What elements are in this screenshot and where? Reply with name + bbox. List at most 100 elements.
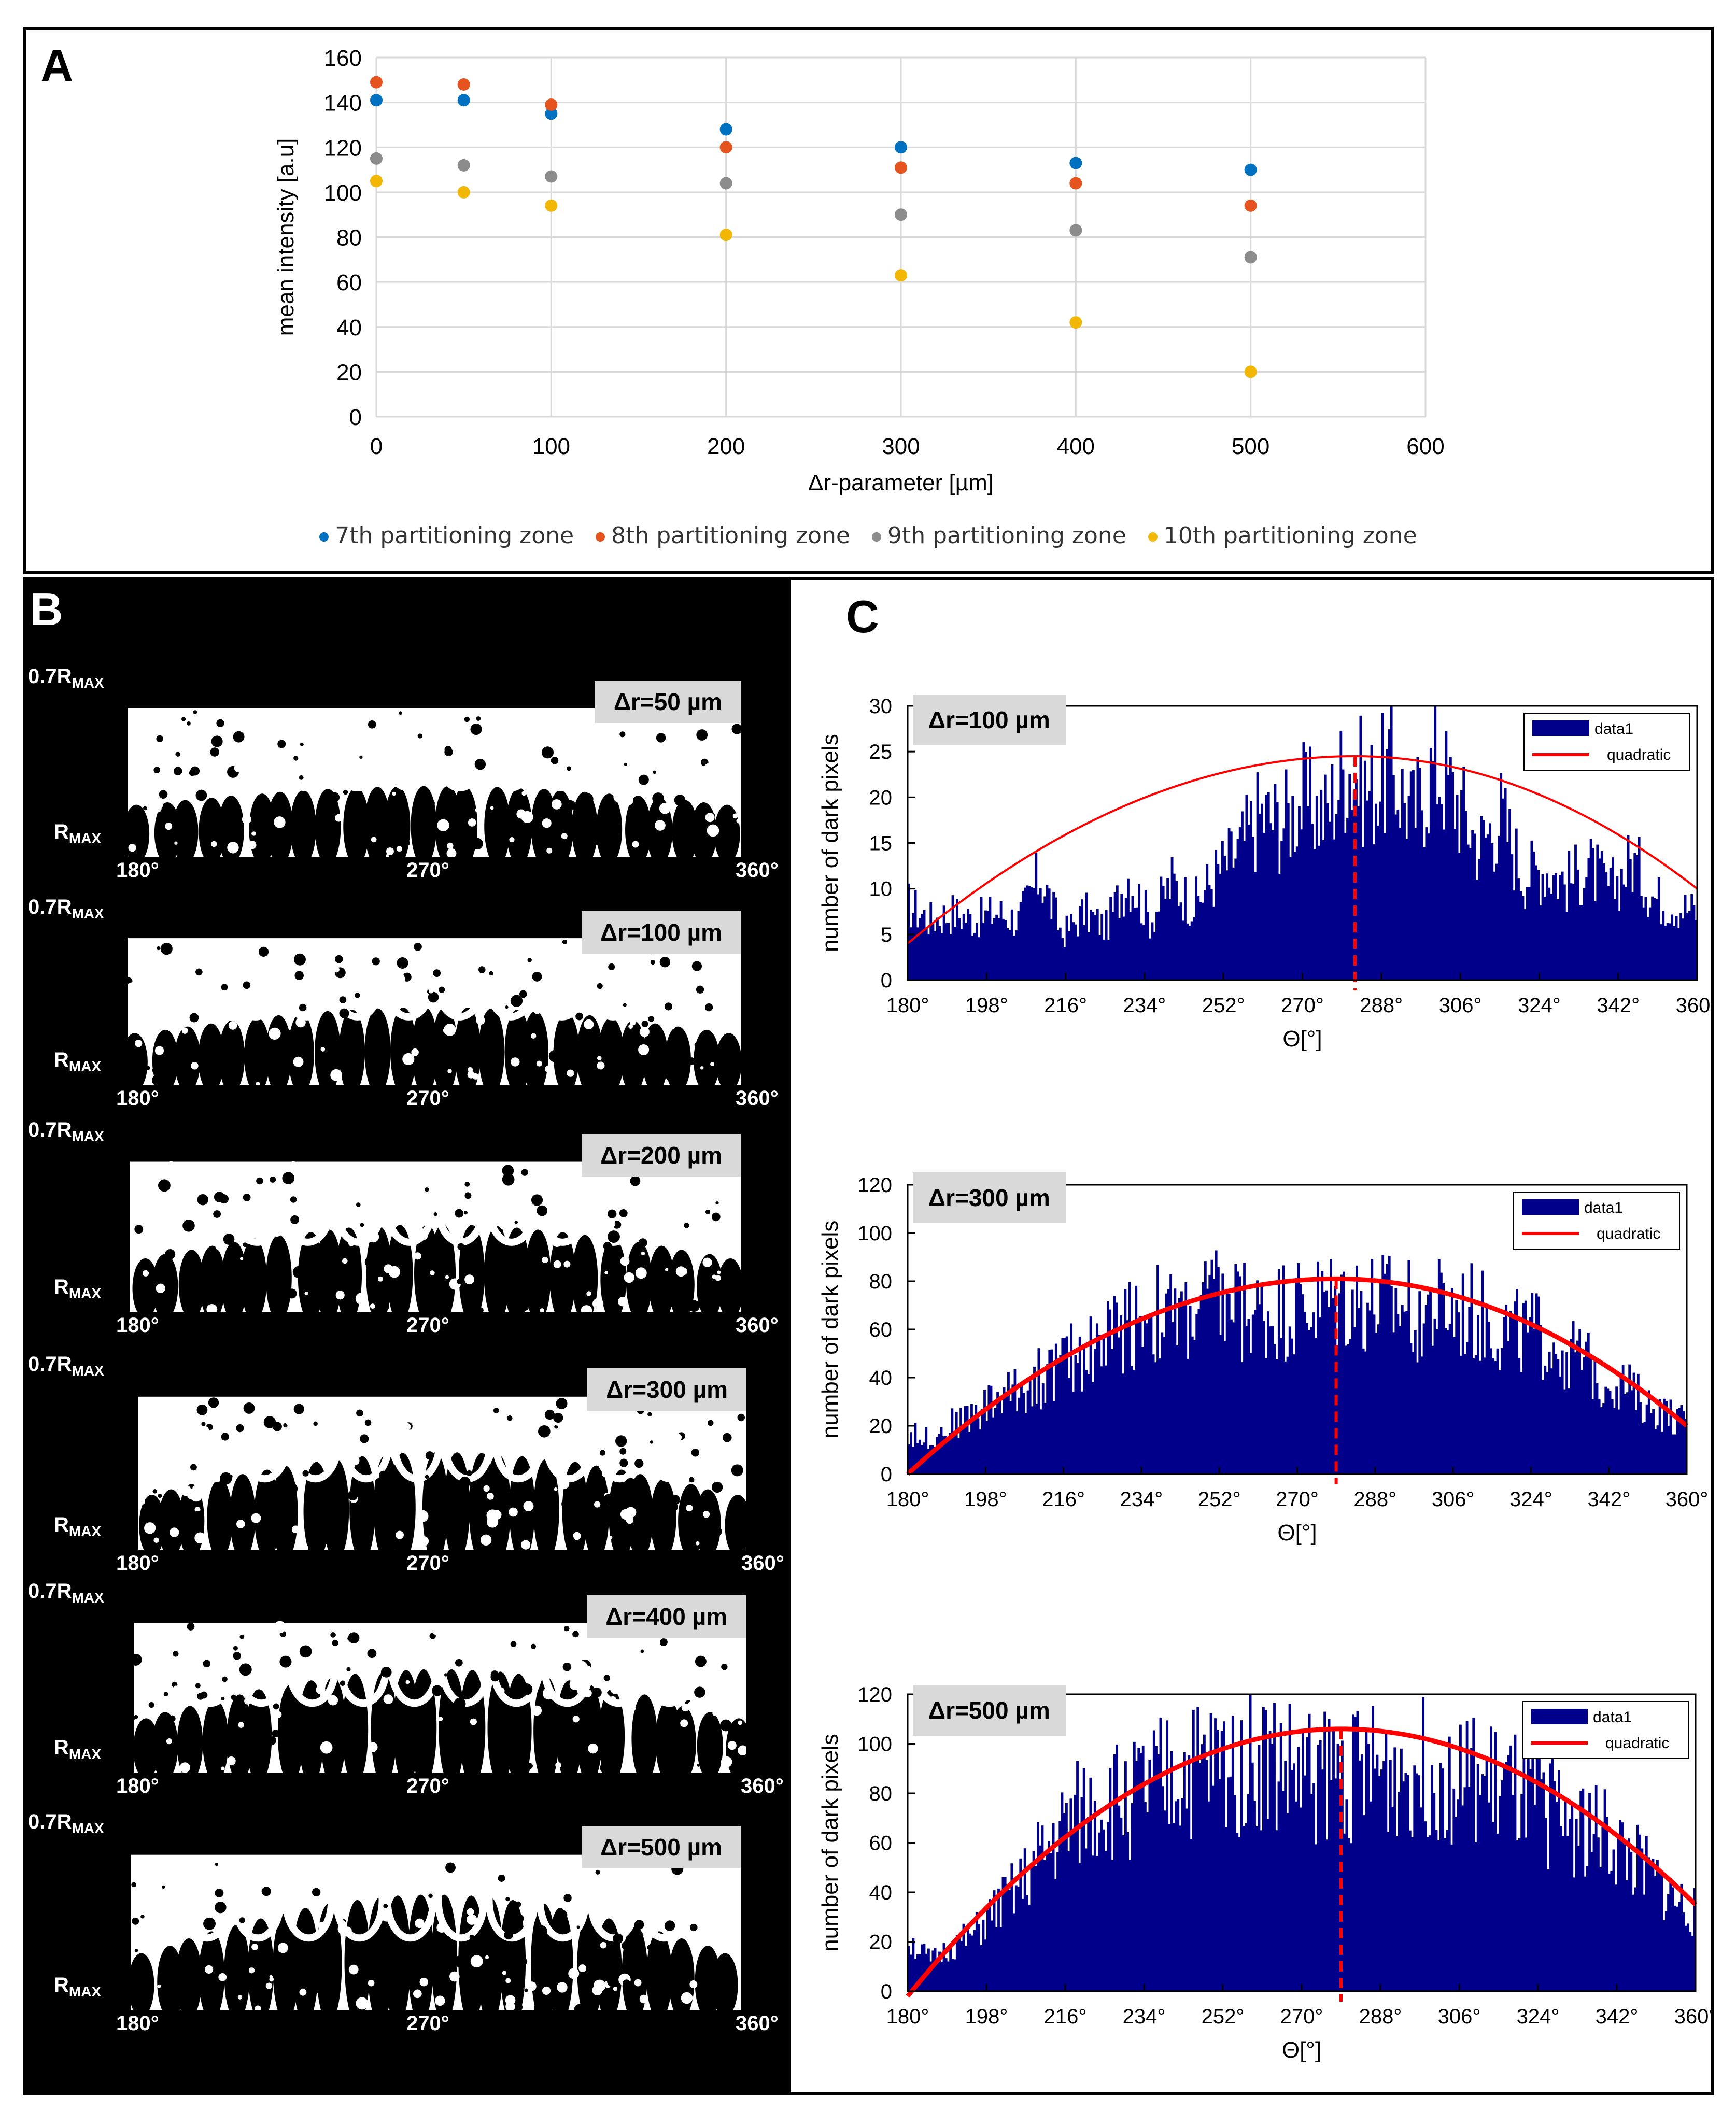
strip-speckle [455,1209,464,1218]
histogram-bar [1382,1761,1386,1991]
legend-dot-9th [872,532,881,542]
strip-speckle [171,1872,175,1876]
histogram-bar [1004,920,1007,980]
strip-bright-arc [331,941,384,1021]
strip-speckle [711,1481,723,1493]
histogram-bar [1247,1794,1250,1991]
strip-speckle [683,1262,689,1268]
strip-speckle [613,1933,624,1944]
strip-speckle [206,1953,217,1964]
strip-speckle [231,1694,236,1700]
strip-speckle [148,1640,159,1650]
strip-speckle [521,791,527,796]
histogram-bar [975,1405,978,1474]
histogram-bar [1413,1765,1416,1991]
strip-speckle [170,1527,179,1537]
histogram-bar [1265,795,1268,980]
strip-speckle [562,939,567,944]
histogram-bar [1217,1267,1220,1474]
strip-bright-arc [491,1400,545,1483]
strip-speckle [400,1662,405,1668]
histogram-bar [1615,1386,1618,1474]
histogram-bar [1648,907,1652,980]
scatter-point [370,175,383,188]
histogram-bar [1652,1409,1655,1474]
histogram-bar [1089,1316,1092,1474]
strip-speckle [385,1753,393,1762]
strip-speckle [584,781,589,786]
strip-speckle [667,1649,671,1653]
y-axis-label: number of dark pixels [817,1221,843,1439]
histogram-bar [1083,925,1086,980]
strip-speckle [595,841,600,846]
strip-speckle [657,1038,662,1043]
histogram-bar [1345,1799,1348,1991]
histogram-bar [1669,1399,1672,1474]
strip-speckle [580,1294,585,1299]
strip-speckle [586,1291,591,1296]
strip-speckle [169,1914,173,1918]
strip-speckle [466,1470,472,1477]
strip-speckle [556,1171,567,1182]
strip-speckle [513,838,526,850]
y-tick-label: 60 [869,1832,893,1855]
strip-speckle [578,1964,587,1972]
strip-speckle [567,766,572,771]
strip-speckle [215,1241,224,1251]
panel-a-letter: A [40,40,74,91]
strip-speckle [438,1717,443,1721]
histogram-bar [1578,905,1582,980]
strip-speckle [653,770,656,774]
histogram-bar [1107,1822,1110,1991]
histogram-bar [1564,1802,1567,1991]
histogram-bar [1574,844,1577,980]
strip-speckle [173,767,182,776]
legend-label-10th: 10th partitioning zone [1163,522,1417,549]
strip-speckle [445,1862,456,1873]
histogram-bar [1293,1763,1295,1991]
histogram-bar [1249,801,1252,980]
histogram-bar [1274,784,1277,980]
strip-speckle [607,1976,617,1987]
strip-dark-blob [646,1931,672,2010]
strip-dark-blob [583,1465,610,1550]
strip-dark-blob [451,786,478,857]
histogram-bar [1308,1330,1311,1474]
strip-speckle [637,1898,649,1910]
strip-speckle [509,1507,518,1517]
histogram-bar [1621,1365,1625,1474]
strip-dark-blob [344,1900,371,2010]
strip-speckle [568,1397,578,1408]
histogram-bar [1094,915,1097,980]
strip-bottom-radius-label: RMAX [54,1048,102,1074]
strip-speckle [715,1275,721,1281]
histogram-bar [1271,1326,1274,1474]
strip-dark-blob [364,1008,391,1085]
histogram-bar [1335,814,1338,980]
strip-speckle [350,1708,358,1716]
strip-speckle [244,1697,251,1705]
histogram-bar [1135,1761,1138,1991]
histogram-bar [1649,1863,1653,1991]
strip-speckle [448,1424,458,1433]
strip-speckle [339,996,347,1003]
strip-speckle [320,1955,326,1960]
histogram-bar [1243,1826,1245,1991]
strip-speckle [356,1409,363,1417]
strip-speckle [266,1735,276,1746]
strip-speckle [656,733,666,743]
histogram-bar [1345,1345,1348,1474]
histogram-bar [1635,855,1639,980]
histogram-bar [1427,833,1430,980]
histogram-bar [1631,892,1634,980]
x-tick-label: 234° [1123,994,1166,1017]
histogram-bar [923,910,926,980]
histogram-bar [1479,1795,1481,1991]
strip-speckle [560,959,568,966]
x-tick-label: 270° [1276,1488,1319,1511]
histogram-bar [1041,1825,1044,1991]
histogram-bar [1215,1250,1218,1474]
strip-speckle [248,1008,260,1021]
strip-speckle [498,1874,505,1882]
strip-speckle [705,813,715,823]
